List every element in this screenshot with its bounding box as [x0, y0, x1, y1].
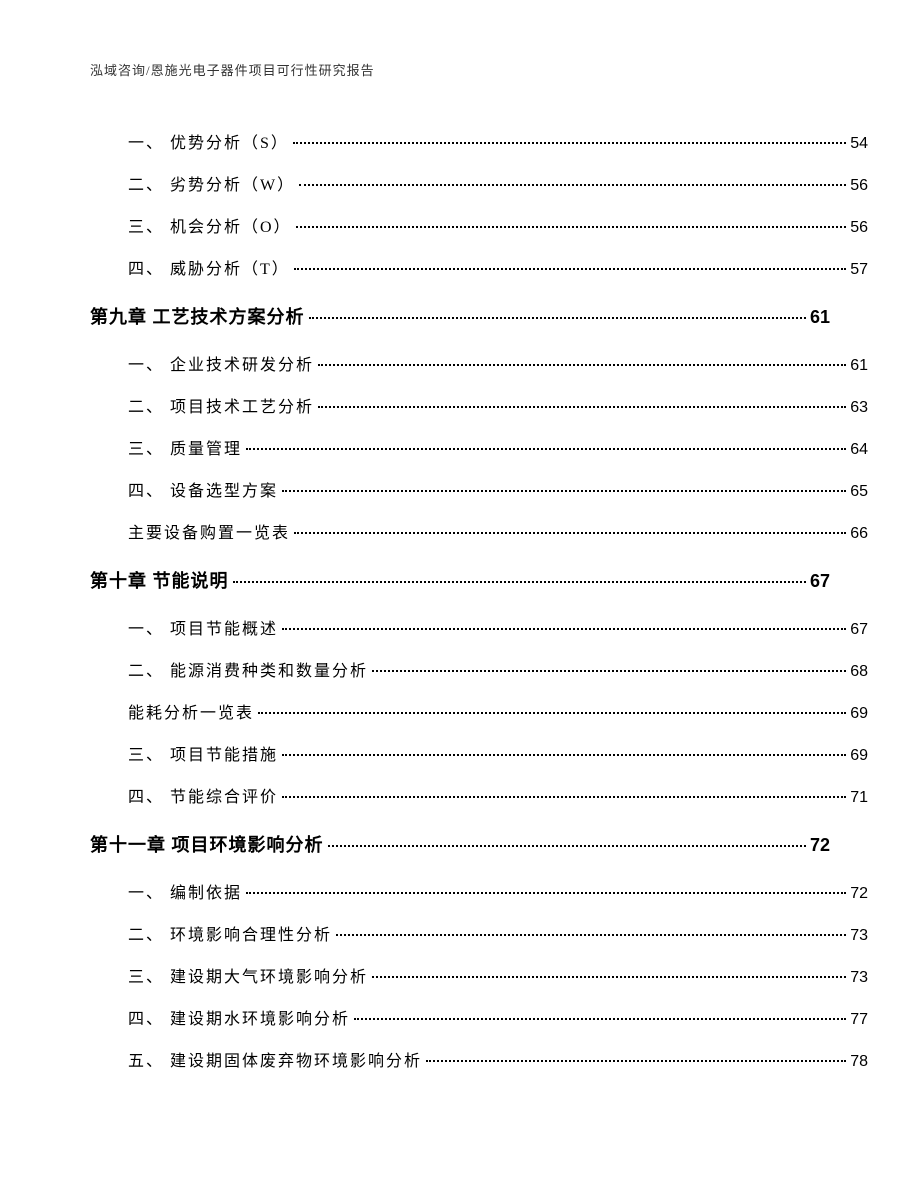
toc-dot-leader: [296, 226, 847, 228]
toc-dot-leader: [282, 490, 846, 492]
toc-section-entry: 二、 劣势分析（W） 56: [128, 171, 868, 195]
toc-page-number: 61: [850, 357, 868, 375]
toc-dot-leader: [426, 1060, 846, 1062]
toc-page-number: 64: [850, 441, 868, 459]
toc-page-number: 57: [850, 261, 868, 279]
toc-entry-label: 一、 优势分析（S）: [128, 129, 289, 153]
toc-dot-leader: [318, 364, 846, 366]
toc-entry-label: 三、 质量管理: [128, 435, 242, 459]
toc-entry-label: 第十一章 项目环境影响分析: [90, 831, 324, 857]
toc-page-number: 77: [850, 1011, 868, 1029]
toc-section-entry: 一、 优势分析（S） 54: [128, 129, 868, 153]
toc-section-entry: 三、 质量管理 64: [128, 435, 868, 459]
toc-page-number: 72: [850, 885, 868, 903]
toc-page-number: 56: [850, 219, 868, 237]
toc-section-entry: 一、 项目节能概述 67: [128, 615, 868, 639]
toc-dot-leader: [233, 581, 806, 583]
toc-entry-label: 五、 建设期固体废弃物环境影响分析: [128, 1047, 422, 1071]
toc-entry-label: 二、 能源消费种类和数量分析: [128, 657, 368, 681]
toc-entry-label: 三、 机会分析（O）: [128, 213, 292, 237]
toc-dot-leader: [372, 976, 846, 978]
toc-entry-label: 四、 节能综合评价: [128, 783, 278, 807]
toc-page-number: 71: [850, 789, 868, 807]
toc-section-entry: 能耗分析一览表 69: [128, 699, 868, 723]
toc-page-number: 73: [850, 927, 868, 945]
toc-dot-leader: [372, 670, 846, 672]
toc-section-entry: 一、 企业技术研发分析 61: [128, 351, 868, 375]
toc-section-entry: 二、 能源消费种类和数量分析 68: [128, 657, 868, 681]
toc-dot-leader: [258, 712, 846, 714]
toc-page-number: 69: [850, 705, 868, 723]
document-header: 泓域咨询/恩施光电子器件项目可行性研究报告: [90, 60, 830, 79]
toc-dot-leader: [246, 448, 846, 450]
toc-dot-leader: [336, 934, 846, 936]
toc-dot-leader: [299, 184, 846, 186]
toc-entry-label: 四、 建设期水环境影响分析: [128, 1005, 350, 1029]
toc-entry-label: 第九章 工艺技术方案分析: [90, 303, 305, 329]
toc-dot-leader: [282, 796, 846, 798]
toc-section-entry: 二、 环境影响合理性分析 73: [128, 921, 868, 945]
toc-page-number: 67: [810, 571, 830, 592]
toc-dot-leader: [293, 142, 846, 144]
toc-chapter-entry: 第九章 工艺技术方案分析 61: [90, 303, 830, 329]
toc-entry-label: 一、 企业技术研发分析: [128, 351, 314, 375]
toc-page-number: 67: [850, 621, 868, 639]
toc-page-number: 65: [850, 483, 868, 501]
toc-page-number: 78: [850, 1053, 868, 1071]
toc-page-number: 61: [810, 307, 830, 328]
toc-section-entry: 四、 节能综合评价 71: [128, 783, 868, 807]
toc-dot-leader: [294, 268, 846, 270]
toc-entry-label: 第十章 节能说明: [90, 567, 229, 593]
toc-section-entry: 五、 建设期固体废弃物环境影响分析 78: [128, 1047, 868, 1071]
toc-entry-label: 三、 项目节能措施: [128, 741, 278, 765]
toc-entry-label: 二、 劣势分析（W）: [128, 171, 295, 195]
toc-dot-leader: [246, 892, 846, 894]
toc-chapter-entry: 第十一章 项目环境影响分析 72: [90, 831, 830, 857]
toc-section-entry: 三、 机会分析（O） 56: [128, 213, 868, 237]
toc-dot-leader: [318, 406, 846, 408]
toc-page-number: 54: [850, 135, 868, 153]
toc-dot-leader: [294, 532, 846, 534]
toc-entry-label: 一、 项目节能概述: [128, 615, 278, 639]
toc-section-entry: 主要设备购置一览表 66: [128, 519, 868, 543]
toc-entry-label: 一、 编制依据: [128, 879, 242, 903]
toc-page-number: 63: [850, 399, 868, 417]
toc-dot-leader: [354, 1018, 846, 1020]
toc-entry-label: 能耗分析一览表: [128, 699, 254, 723]
toc-section-entry: 三、 建设期大气环境影响分析 73: [128, 963, 868, 987]
toc-page-number: 73: [850, 969, 868, 987]
toc-dot-leader: [282, 628, 846, 630]
toc-dot-leader: [328, 845, 806, 847]
toc-page-number: 66: [850, 525, 868, 543]
toc-section-entry: 一、 编制依据 72: [128, 879, 868, 903]
toc-entry-label: 二、 项目技术工艺分析: [128, 393, 314, 417]
toc-section-entry: 二、 项目技术工艺分析 63: [128, 393, 868, 417]
toc-entry-label: 三、 建设期大气环境影响分析: [128, 963, 368, 987]
toc-entry-label: 主要设备购置一览表: [128, 519, 290, 543]
toc-dot-leader: [282, 754, 846, 756]
toc-section-entry: 四、 建设期水环境影响分析 77: [128, 1005, 868, 1029]
toc-page-number: 68: [850, 663, 868, 681]
toc-section-entry: 四、 威胁分析（T） 57: [128, 255, 868, 279]
toc-dot-leader: [309, 317, 806, 319]
toc-page-number: 56: [850, 177, 868, 195]
toc-section-entry: 三、 项目节能措施 69: [128, 741, 868, 765]
toc-section-entry: 四、 设备选型方案 65: [128, 477, 868, 501]
toc-entry-label: 四、 设备选型方案: [128, 477, 278, 501]
toc-page-number: 72: [810, 835, 830, 856]
toc-entry-label: 二、 环境影响合理性分析: [128, 921, 332, 945]
table-of-contents: 一、 优势分析（S）54二、 劣势分析（W）56三、 机会分析（O）56四、 威…: [90, 129, 830, 1071]
toc-page-number: 69: [850, 747, 868, 765]
toc-entry-label: 四、 威胁分析（T）: [128, 255, 290, 279]
toc-chapter-entry: 第十章 节能说明 67: [90, 567, 830, 593]
